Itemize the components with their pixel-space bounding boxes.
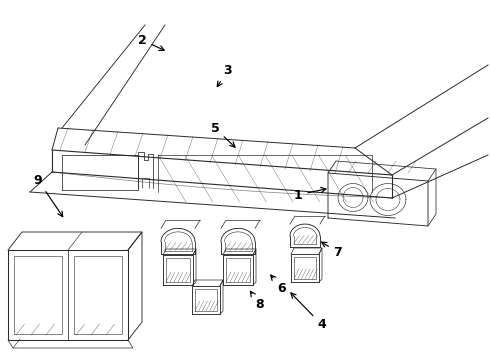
Text: 9: 9 bbox=[34, 174, 63, 217]
Text: 1: 1 bbox=[294, 188, 326, 202]
Text: 7: 7 bbox=[321, 242, 343, 258]
Text: 5: 5 bbox=[211, 122, 235, 147]
Text: 6: 6 bbox=[270, 275, 286, 294]
Text: 2: 2 bbox=[138, 33, 164, 50]
Text: 3: 3 bbox=[217, 63, 232, 86]
Text: 8: 8 bbox=[250, 291, 264, 311]
Text: 4: 4 bbox=[291, 293, 326, 332]
